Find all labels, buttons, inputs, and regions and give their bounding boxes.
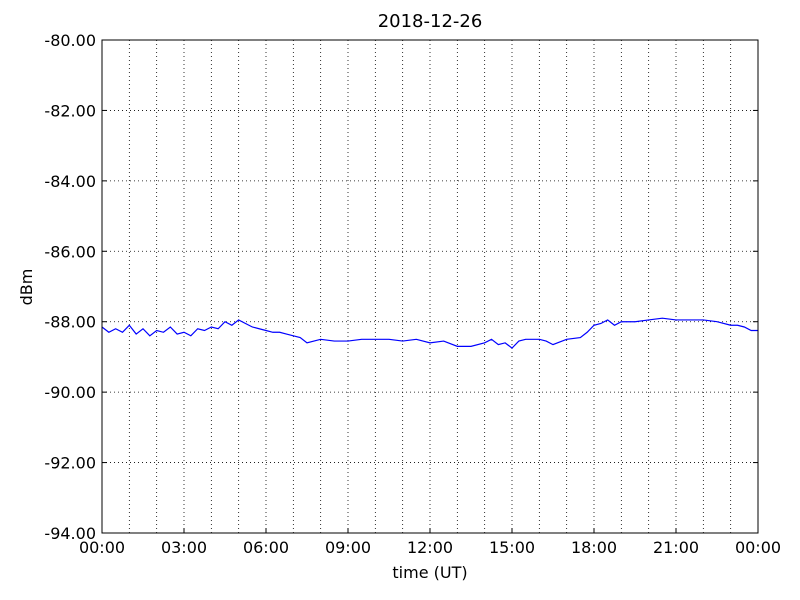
y-tick-label: -92.00 — [44, 454, 96, 473]
x-tick-label: 12:00 — [407, 538, 453, 557]
y-tick-label: -82.00 — [44, 101, 96, 120]
y-tick-label: -84.00 — [44, 172, 96, 191]
x-tick-label: 09:00 — [325, 538, 371, 557]
x-tick-label: 21:00 — [653, 538, 699, 557]
y-tick-label: -86.00 — [44, 242, 96, 261]
x-tick-label: 18:00 — [571, 538, 617, 557]
x-tick-label: 06:00 — [243, 538, 289, 557]
plot-frame — [101, 39, 759, 534]
y-tick-label: -94.00 — [44, 524, 96, 543]
x-tick-label: 00:00 — [79, 538, 125, 557]
y-tick-label: -90.00 — [44, 383, 96, 402]
x-tick-label: 03:00 — [161, 538, 207, 557]
x-axis-label: time (UT) — [392, 563, 467, 582]
y-tick-label: -88.00 — [44, 313, 96, 332]
x-tick-label: 15:00 — [489, 538, 535, 557]
chart-title: 2018-12-26 — [378, 11, 483, 32]
y-axis-label: dBm — [17, 269, 36, 306]
y-tick-label: -80.00 — [44, 31, 96, 50]
x-tick-label: 00:00 — [735, 538, 781, 557]
data-line — [101, 317, 758, 349]
